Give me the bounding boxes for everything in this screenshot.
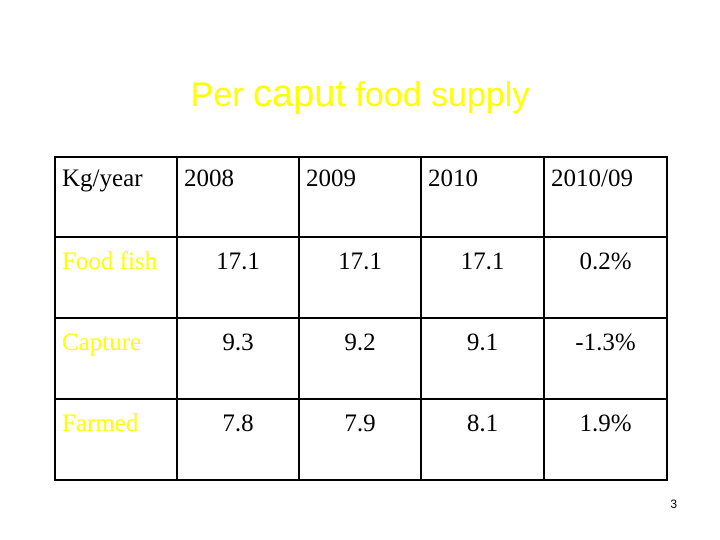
cell-value: 9.3 — [176, 317, 300, 400]
cell-value: 17.1 — [176, 236, 300, 319]
cell-value: 9.2 — [298, 317, 422, 400]
header-2010-09: 2010/09 — [543, 156, 668, 238]
title-part-1: Per — [190, 76, 254, 114]
page-number: 3 — [670, 497, 677, 511]
cell-value: 7.8 — [176, 398, 300, 481]
cell-value: 8.1 — [420, 398, 545, 481]
table-header-row: Kg/year 2008 2009 2010 2010/09 — [54, 156, 668, 238]
food-supply-table: Kg/year 2008 2009 2010 2010/09 Food fish… — [54, 156, 668, 481]
table-row: Capture 9.3 9.2 9.1 -1.3% — [54, 317, 668, 400]
header-unit: Kg/year — [54, 156, 178, 238]
table-row: Farmed 7.8 7.9 8.1 1.9% — [54, 398, 668, 481]
header-2010: 2010 — [420, 156, 545, 238]
cell-value: 9.1 — [420, 317, 545, 400]
cell-value: 17.1 — [298, 236, 422, 319]
cell-value: 0.2% — [543, 236, 668, 319]
row-label-farmed: Farmed — [54, 398, 178, 481]
cell-value: 1.9% — [543, 398, 668, 481]
row-label-food-fish: Food fish — [54, 236, 178, 319]
table-row: Food fish 17.1 17.1 17.1 0.2% — [54, 236, 668, 319]
header-2008: 2008 — [176, 156, 300, 238]
slide-title: Per caput food supply — [0, 72, 720, 117]
row-label-capture: Capture — [54, 317, 178, 400]
cell-value: 7.9 — [298, 398, 422, 481]
cell-value: -1.3% — [543, 317, 668, 400]
title-part-3: food supply — [345, 76, 530, 114]
header-2009: 2009 — [298, 156, 422, 238]
cell-value: 17.1 — [420, 236, 545, 319]
title-part-2: caput — [253, 73, 346, 115]
